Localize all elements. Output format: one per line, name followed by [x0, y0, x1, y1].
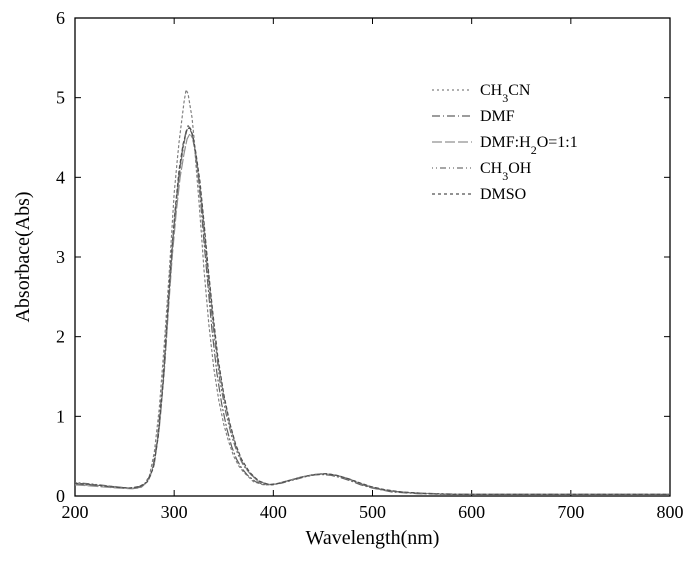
series-ch3cn [75, 90, 670, 495]
x-tick-label: 400 [260, 502, 287, 522]
y-axis-label: Absorbace(Abs) [12, 191, 34, 322]
x-tick-label: 700 [557, 502, 584, 522]
y-tick-label: 6 [56, 8, 65, 28]
absorbance-chart: 200 300 400 500 600 700 800 0 1 2 3 4 5 6 Wavelength(n… [0, 0, 692, 567]
x-axis-label: Wavelength(nm) [306, 527, 440, 549]
legend-label-dmfh2o: DMF:H2O=1:1 [480, 134, 578, 157]
x-tick-label: 600 [458, 502, 485, 522]
legend-label-ch3cn: CH3CN [480, 82, 531, 105]
y-tick-label: 5 [56, 88, 65, 108]
series-dmfh2o [75, 134, 670, 495]
x-tick-label: 300 [161, 502, 188, 522]
legend-label-dmso: DMSO [480, 186, 526, 203]
y-tick-label: 3 [56, 247, 65, 267]
x-tick-label: 200 [62, 502, 89, 522]
y-tick-label: 4 [56, 167, 65, 187]
x-tick-label: 800 [657, 502, 684, 522]
y-tick-label: 1 [56, 406, 65, 426]
x-tick-label: 500 [359, 502, 386, 522]
chart-svg: 200 300 400 500 600 700 800 0 1 2 3 4 5 6 Wavelength(n… [0, 0, 692, 567]
legend-label-dmf: DMF [480, 108, 515, 125]
series-dmso [75, 128, 670, 494]
y-tick-label: 2 [56, 327, 65, 347]
legend-label-ch3oh: CH3OH [480, 160, 532, 183]
series-dmf [75, 128, 670, 494]
series-ch3oh [75, 126, 670, 495]
y-tick-label: 0 [56, 486, 65, 506]
